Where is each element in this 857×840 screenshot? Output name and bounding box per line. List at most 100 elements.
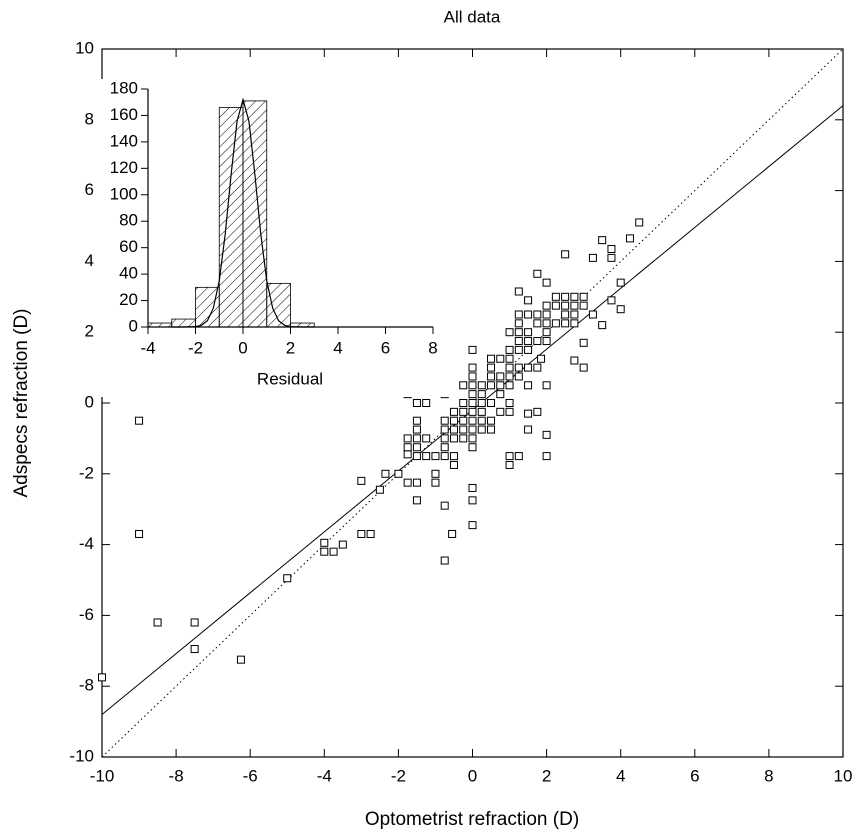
- point: [625, 234, 634, 243]
- point: [542, 278, 551, 287]
- point: [542, 310, 551, 319]
- point: [459, 407, 468, 416]
- point: [477, 416, 486, 425]
- point: [468, 483, 477, 492]
- point: [487, 354, 496, 363]
- point: [459, 399, 468, 407]
- point: [487, 425, 496, 434]
- x-tick-label: 4: [616, 766, 625, 785]
- point: [487, 416, 496, 425]
- point: [468, 521, 477, 530]
- point: [468, 416, 477, 425]
- point: [533, 337, 542, 346]
- point: [412, 399, 421, 407]
- point: [561, 250, 570, 259]
- inset-x-tick-label: 6: [381, 338, 390, 357]
- point: [588, 310, 597, 319]
- point: [449, 460, 458, 469]
- point: [431, 469, 440, 478]
- point: [542, 301, 551, 310]
- point: [551, 292, 560, 301]
- point: [561, 292, 570, 301]
- point: [468, 372, 477, 381]
- x-tick-label: 10: [834, 766, 853, 785]
- point: [561, 301, 570, 310]
- inset-x-axis-label: Residual: [257, 369, 323, 388]
- point: [381, 469, 390, 478]
- point: [524, 345, 533, 354]
- point: [542, 337, 551, 346]
- point: [505, 354, 514, 363]
- inset-y-tick-label: 120: [110, 158, 138, 177]
- y-tick-label: 2: [85, 322, 94, 341]
- point: [440, 416, 449, 425]
- point: [542, 328, 551, 337]
- point: [422, 452, 431, 461]
- y-tick-label: 0: [85, 392, 94, 411]
- point: [524, 310, 533, 319]
- inset-y-tick-label: 40: [119, 264, 138, 283]
- point: [514, 345, 523, 354]
- histogram-bar: [218, 107, 244, 328]
- point: [449, 434, 458, 443]
- point: [394, 469, 403, 478]
- point: [412, 478, 421, 487]
- inset-y-tick-label: 80: [119, 211, 138, 230]
- inset-y-tick-label: 0: [129, 316, 138, 335]
- point: [496, 390, 505, 399]
- inset-y-tick-label: 100: [110, 184, 138, 203]
- point: [496, 372, 505, 381]
- point: [570, 292, 579, 301]
- point: [357, 476, 366, 485]
- inset-x-tick-label: 8: [428, 338, 437, 357]
- point: [440, 452, 449, 461]
- point: [468, 363, 477, 372]
- point: [477, 425, 486, 434]
- inset-y-tick-label: 180: [110, 78, 138, 97]
- point: [542, 430, 551, 439]
- point: [403, 443, 412, 452]
- y-tick-label: -8: [79, 676, 94, 695]
- point: [190, 645, 199, 654]
- point: [505, 363, 514, 372]
- point: [533, 363, 542, 372]
- y-tick-label: 4: [85, 251, 94, 270]
- point: [412, 425, 421, 434]
- point: [524, 381, 533, 390]
- point: [635, 218, 644, 227]
- point: [468, 407, 477, 416]
- point: [607, 253, 616, 262]
- x-axis-label: Optometrist refraction (D): [365, 809, 579, 830]
- point: [487, 363, 496, 372]
- point: [449, 425, 458, 434]
- point: [524, 296, 533, 305]
- point: [514, 363, 523, 372]
- point: [449, 452, 458, 461]
- point: [468, 390, 477, 399]
- point: [449, 416, 458, 425]
- point: [477, 390, 486, 399]
- x-tick-label: -8: [169, 766, 184, 785]
- point: [496, 354, 505, 363]
- point: [537, 354, 546, 363]
- point: [468, 434, 477, 443]
- point: [524, 328, 533, 337]
- point: [135, 416, 144, 425]
- point: [459, 381, 468, 390]
- point: [616, 278, 625, 287]
- point: [153, 618, 162, 627]
- point: [524, 425, 533, 434]
- point: [524, 409, 533, 418]
- point: [487, 372, 496, 381]
- point: [366, 529, 375, 538]
- point: [496, 407, 505, 416]
- point: [561, 319, 570, 328]
- point: [403, 450, 412, 459]
- y-tick-label: -10: [69, 746, 94, 765]
- point: [551, 319, 560, 328]
- y-tick-label: 6: [85, 180, 94, 199]
- point: [448, 529, 457, 538]
- point: [579, 292, 588, 301]
- point: [496, 381, 505, 390]
